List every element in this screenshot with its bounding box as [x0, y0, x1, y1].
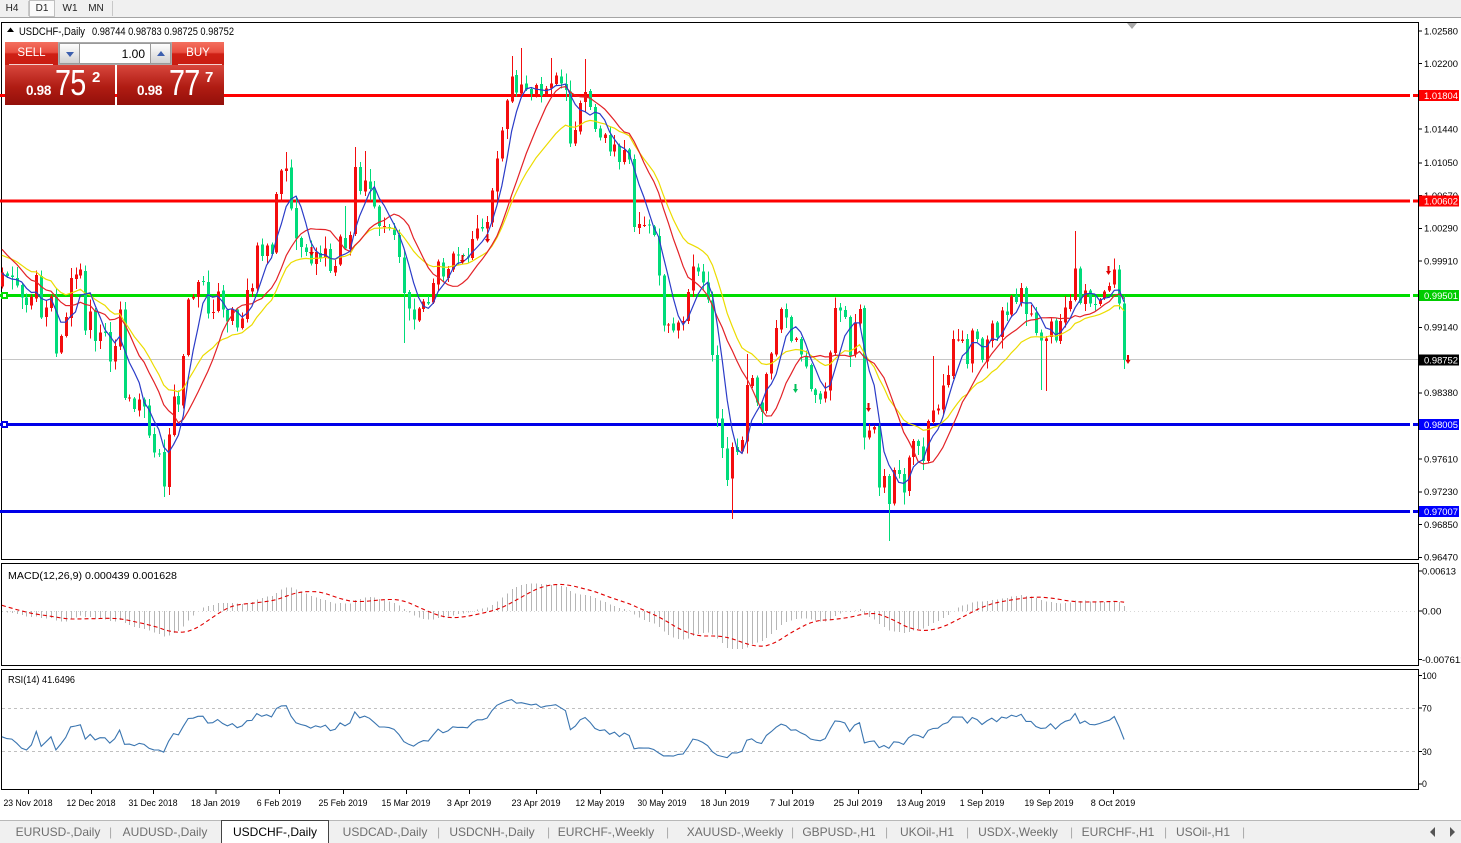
svg-text:25 Jul 2019: 25 Jul 2019	[834, 798, 883, 809]
svg-text:31 Dec 2018: 31 Dec 2018	[129, 798, 178, 809]
svg-text:19 Sep 2019: 19 Sep 2019	[1025, 798, 1074, 809]
svg-text:0.96850: 0.96850	[1424, 520, 1458, 531]
svg-text:-0.007612: -0.007612	[1422, 655, 1461, 666]
svg-text:23 Apr 2019: 23 Apr 2019	[512, 798, 561, 809]
svg-text:0.99501: 0.99501	[1424, 291, 1458, 302]
svg-text:1.01050: 1.01050	[1424, 158, 1458, 169]
svg-text:MACD(12,26,9) 0.000439 0.00162: MACD(12,26,9) 0.000439 0.001628	[8, 570, 177, 582]
svg-text:0.98744 0.98783 0.98725 0.9875: 0.98744 0.98783 0.98725 0.98752	[92, 26, 234, 38]
svg-text:0.00: 0.00	[1422, 606, 1441, 617]
svg-text:30 May 2019: 30 May 2019	[638, 798, 687, 809]
svg-text:1.01804: 1.01804	[1424, 91, 1458, 102]
svg-text:0.97230: 0.97230	[1424, 487, 1458, 498]
svg-text:USDCHF-,Daily: USDCHF-,Daily	[19, 26, 85, 38]
svg-text:0: 0	[1422, 779, 1427, 790]
svg-text:70: 70	[1422, 703, 1432, 714]
svg-text:18 Jan 2019: 18 Jan 2019	[191, 798, 240, 809]
svg-text:100: 100	[1422, 671, 1437, 682]
svg-text:0.99140: 0.99140	[1424, 323, 1458, 334]
svg-text:1 Sep 2019: 1 Sep 2019	[960, 798, 1005, 809]
svg-text:18 Jun 2019: 18 Jun 2019	[701, 798, 750, 809]
svg-text:30: 30	[1422, 747, 1432, 758]
svg-text:RSI(14) 41.6496: RSI(14) 41.6496	[8, 674, 75, 686]
svg-text:12 Dec 2018: 12 Dec 2018	[67, 798, 116, 809]
svg-text:0.96470: 0.96470	[1424, 553, 1458, 564]
svg-text:0.00613: 0.00613	[1422, 566, 1456, 577]
svg-text:1.01440: 1.01440	[1424, 125, 1458, 136]
svg-text:0.98005: 0.98005	[1424, 420, 1458, 431]
svg-text:0.99910: 0.99910	[1424, 256, 1458, 267]
svg-text:1.02200: 1.02200	[1424, 59, 1458, 70]
svg-text:12 May 2019: 12 May 2019	[576, 798, 625, 809]
svg-text:25 Feb 2019: 25 Feb 2019	[319, 798, 368, 809]
svg-text:0.97007: 0.97007	[1424, 507, 1458, 518]
svg-text:6 Feb 2019: 6 Feb 2019	[257, 798, 302, 809]
svg-text:0.98380: 0.98380	[1424, 388, 1458, 399]
svg-text:0.97610: 0.97610	[1424, 455, 1458, 466]
svg-text:0.98752: 0.98752	[1424, 356, 1458, 367]
svg-text:23 Nov 2018: 23 Nov 2018	[4, 798, 53, 809]
svg-text:1.00290: 1.00290	[1424, 224, 1458, 235]
svg-text:7 Jul 2019: 7 Jul 2019	[770, 798, 815, 809]
svg-text:3 Apr 2019: 3 Apr 2019	[447, 798, 492, 809]
svg-text:13 Aug 2019: 13 Aug 2019	[897, 798, 946, 809]
svg-text:15 Mar 2019: 15 Mar 2019	[382, 798, 431, 809]
svg-text:1.02580: 1.02580	[1424, 26, 1458, 37]
svg-text:8 Oct 2019: 8 Oct 2019	[1091, 798, 1136, 809]
svg-text:1.00602: 1.00602	[1424, 197, 1458, 208]
